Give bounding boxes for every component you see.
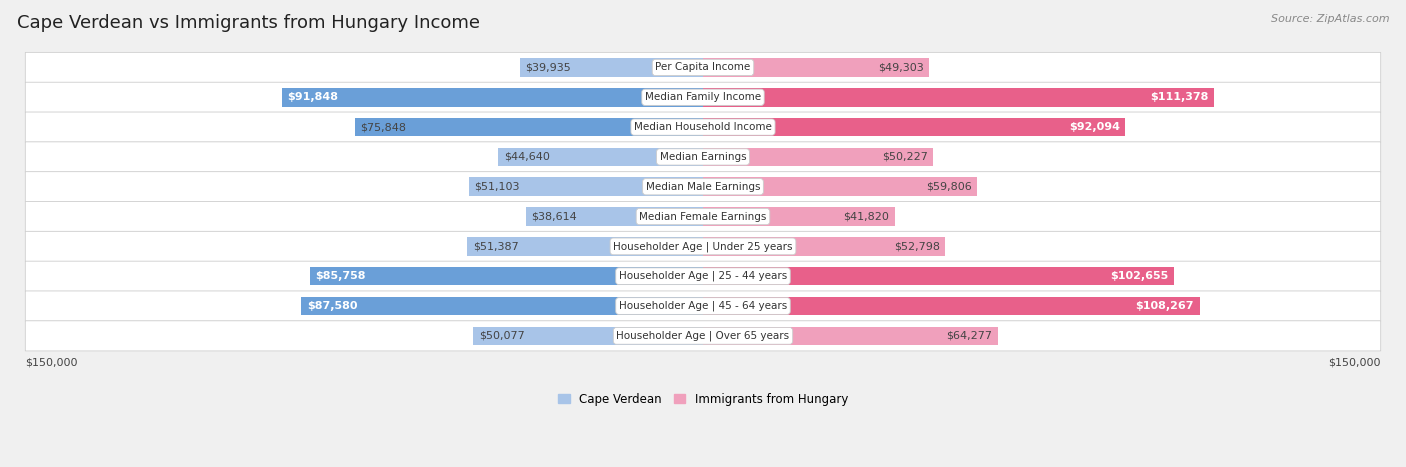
- Text: $75,848: $75,848: [360, 122, 406, 132]
- Text: Median Earnings: Median Earnings: [659, 152, 747, 162]
- Text: $150,000: $150,000: [1329, 358, 1381, 368]
- Bar: [703, 177, 977, 196]
- Text: Householder Age | 45 - 64 years: Householder Age | 45 - 64 years: [619, 301, 787, 311]
- Text: $52,798: $52,798: [894, 241, 939, 251]
- FancyBboxPatch shape: [25, 231, 1381, 262]
- Text: Householder Age | 25 - 44 years: Householder Age | 25 - 44 years: [619, 271, 787, 282]
- Bar: [703, 118, 1125, 136]
- FancyBboxPatch shape: [25, 52, 1381, 83]
- Bar: [703, 148, 934, 166]
- Text: $150,000: $150,000: [25, 358, 77, 368]
- FancyBboxPatch shape: [25, 321, 1381, 351]
- FancyBboxPatch shape: [25, 201, 1381, 232]
- FancyBboxPatch shape: [25, 291, 1381, 321]
- Bar: [703, 58, 929, 77]
- Bar: [474, 326, 703, 345]
- Bar: [309, 267, 703, 285]
- Bar: [703, 326, 998, 345]
- Bar: [356, 118, 703, 136]
- Bar: [526, 207, 703, 226]
- Text: $64,277: $64,277: [946, 331, 993, 341]
- Text: $39,935: $39,935: [526, 63, 571, 72]
- Text: $44,640: $44,640: [503, 152, 550, 162]
- Bar: [703, 207, 894, 226]
- Text: Median Female Earnings: Median Female Earnings: [640, 212, 766, 221]
- Bar: [468, 177, 703, 196]
- Text: Householder Age | Over 65 years: Householder Age | Over 65 years: [616, 331, 790, 341]
- Text: Cape Verdean vs Immigrants from Hungary Income: Cape Verdean vs Immigrants from Hungary …: [17, 14, 479, 32]
- Bar: [467, 237, 703, 255]
- Bar: [703, 297, 1199, 315]
- Text: $102,655: $102,655: [1111, 271, 1168, 281]
- Text: $38,614: $38,614: [531, 212, 576, 221]
- Bar: [301, 297, 703, 315]
- FancyBboxPatch shape: [25, 172, 1381, 202]
- Text: $50,077: $50,077: [479, 331, 524, 341]
- Text: $108,267: $108,267: [1136, 301, 1194, 311]
- Text: Source: ZipAtlas.com: Source: ZipAtlas.com: [1271, 14, 1389, 24]
- Bar: [520, 58, 703, 77]
- Text: Median Family Income: Median Family Income: [645, 92, 761, 102]
- Text: $51,387: $51,387: [472, 241, 519, 251]
- Bar: [703, 237, 945, 255]
- Text: $50,227: $50,227: [882, 152, 928, 162]
- FancyBboxPatch shape: [25, 142, 1381, 172]
- Text: Median Male Earnings: Median Male Earnings: [645, 182, 761, 192]
- Text: $59,806: $59,806: [927, 182, 972, 192]
- Text: Per Capita Income: Per Capita Income: [655, 63, 751, 72]
- Text: $111,378: $111,378: [1150, 92, 1208, 102]
- Bar: [498, 148, 703, 166]
- Text: $87,580: $87,580: [307, 301, 357, 311]
- FancyBboxPatch shape: [25, 82, 1381, 113]
- Text: $41,820: $41,820: [844, 212, 890, 221]
- FancyBboxPatch shape: [25, 112, 1381, 142]
- Text: $85,758: $85,758: [315, 271, 366, 281]
- Text: $92,094: $92,094: [1069, 122, 1121, 132]
- Bar: [703, 267, 1174, 285]
- Bar: [281, 88, 703, 106]
- Bar: [703, 88, 1213, 106]
- Legend: Cape Verdean, Immigrants from Hungary: Cape Verdean, Immigrants from Hungary: [553, 388, 853, 410]
- FancyBboxPatch shape: [25, 261, 1381, 291]
- Text: $49,303: $49,303: [877, 63, 924, 72]
- Text: Median Household Income: Median Household Income: [634, 122, 772, 132]
- Text: $51,103: $51,103: [474, 182, 520, 192]
- Text: $91,848: $91,848: [287, 92, 339, 102]
- Text: Householder Age | Under 25 years: Householder Age | Under 25 years: [613, 241, 793, 252]
